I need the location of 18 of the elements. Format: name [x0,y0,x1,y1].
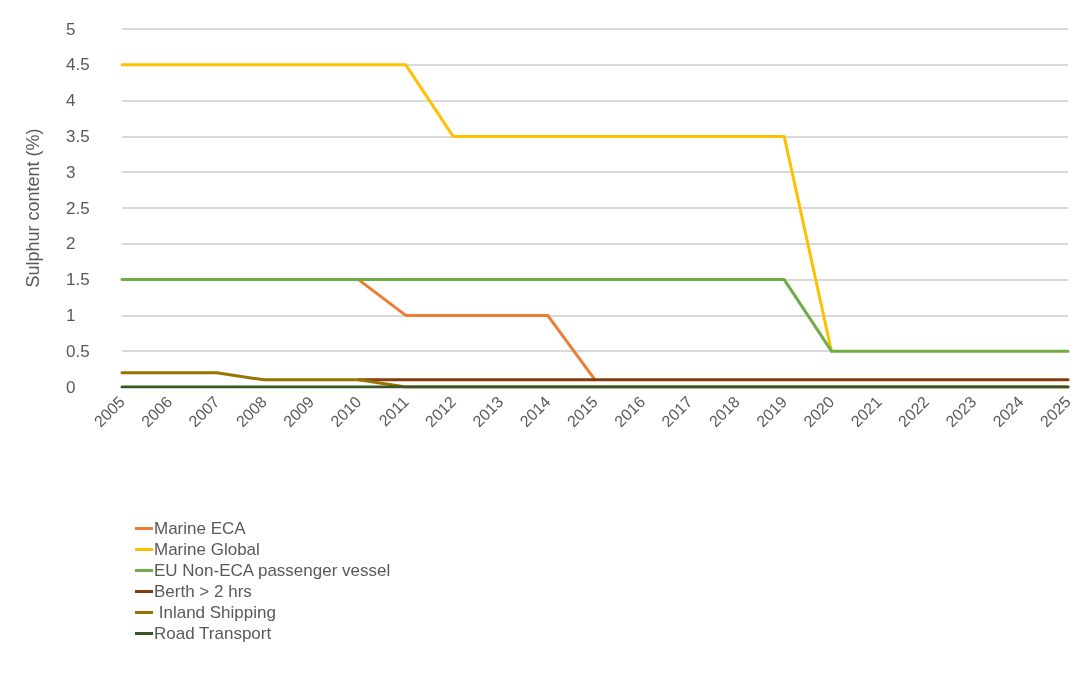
y-tick-label: 5 [66,19,76,39]
y-tick-label: 1 [66,305,76,325]
y-tick-label: 2 [66,234,76,254]
y-tick-label: 3 [66,162,76,182]
y-tick-label: 4 [66,91,76,111]
legend-label: Marine ECA [154,519,247,538]
legend-label: Berth > 2 hrs [154,582,252,601]
y-tick-label: 0.5 [66,341,90,361]
y-tick-label: 4.5 [66,55,90,75]
y-tick-label: 3.5 [66,126,90,146]
legend-label: Road Transport [154,624,272,643]
y-tick-label: 2.5 [66,198,90,218]
legend-label: EU Non-ECA passenger vessel [154,561,391,580]
y-tick-label: 0 [66,377,76,397]
y-axis-title: Sulphur content (%) [23,128,43,288]
legend-label: Marine Global [154,540,260,559]
y-tick-label: 1.5 [66,270,90,290]
legend-label: Inland Shipping [154,603,276,622]
